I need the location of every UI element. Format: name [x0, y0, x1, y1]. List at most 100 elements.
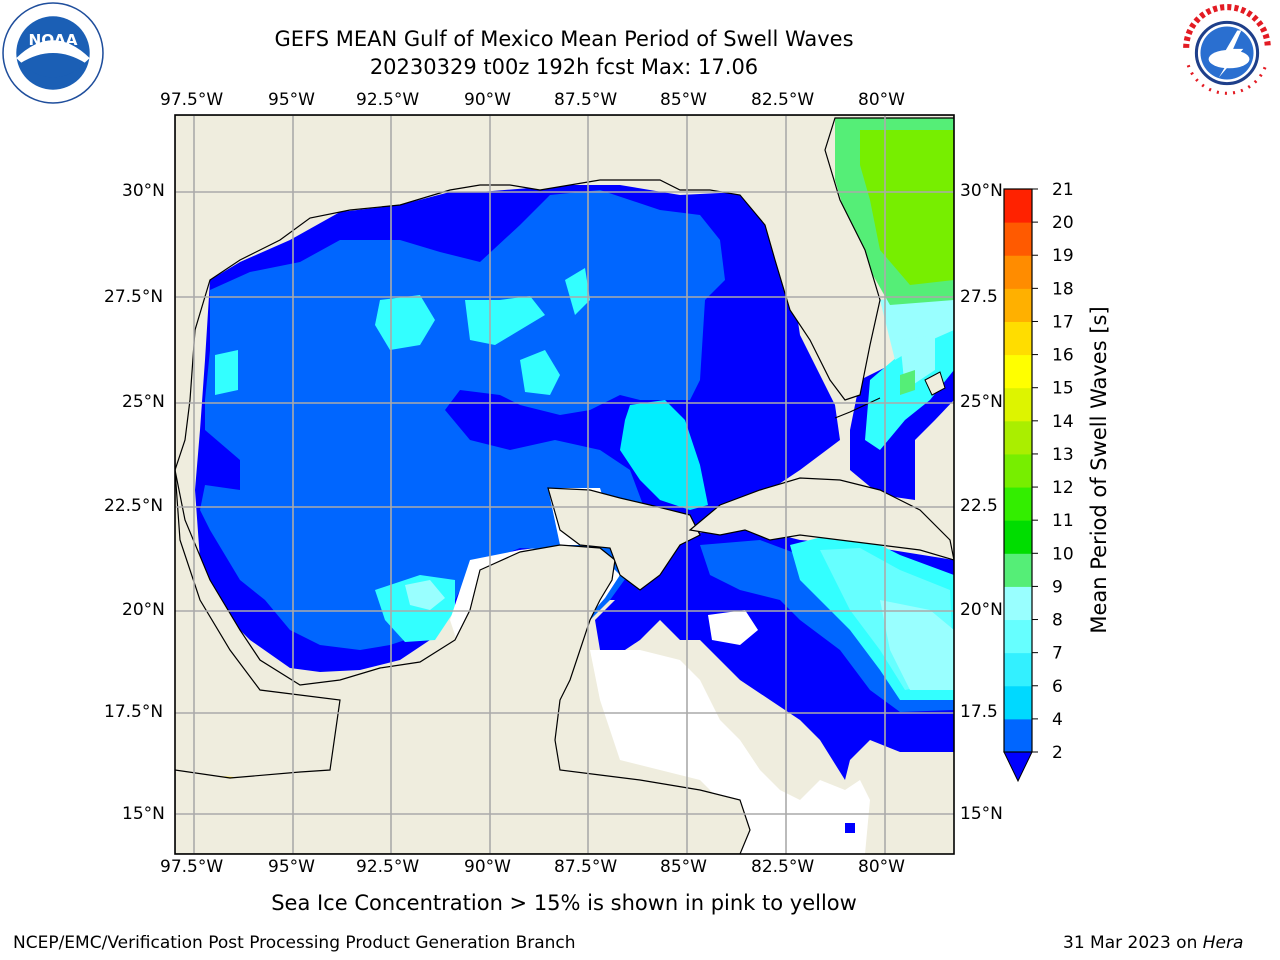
colorbar-tick-label: 8: [1052, 611, 1063, 631]
gulf-swell-band-6s-texas: [215, 350, 238, 395]
land-mexico: [175, 469, 751, 854]
noaa-logo-text: NOAA: [28, 31, 77, 49]
colorbar-block: [1004, 354, 1032, 389]
caribbean-swell-band-8s: [880, 600, 954, 690]
colorbar-tick-label: 2: [1052, 743, 1063, 763]
lon-label-bottom: 85°W: [660, 857, 707, 877]
colorbar-tick-label: 17: [1052, 312, 1074, 332]
gulf-swell-band-6s-north: [465, 296, 545, 345]
colorbar-block: [1004, 255, 1032, 289]
gulf-swell-band-6s-west: [375, 295, 435, 350]
lon-label-top: 90°W: [464, 90, 511, 110]
lat-label-right: 22.5: [960, 496, 998, 516]
atlantic-swell-band-10s-small: [900, 370, 915, 395]
colorbar-block: [1004, 487, 1032, 521]
colorbar-block: [1004, 553, 1032, 587]
colorbar-block: [1004, 189, 1032, 223]
atlantic-swell-band-8s: [880, 290, 954, 360]
lon-label-top: 97.5°W: [160, 90, 224, 110]
colorbar-tick-label: 12: [1052, 478, 1074, 498]
colorbar-block: [1004, 586, 1032, 621]
colorbar-under-triangle: [1003, 751, 1033, 783]
lat-label-right: 27.5: [960, 287, 998, 307]
lat-label-right: 30°N: [960, 181, 1003, 201]
lon-label-bottom: 95°W: [268, 857, 315, 877]
colorbar-tick-label: 10: [1052, 544, 1074, 564]
colorbar-block: [1004, 387, 1032, 422]
caribbean-nodata-2: [708, 610, 758, 645]
colorbar-label: Mean Period of Swell Waves [s]: [1087, 306, 1111, 633]
colorbar-block: [1004, 222, 1032, 256]
chart-subtitle: 20230329 t00z 192h fcst Max: 17.06: [369, 55, 759, 79]
lon-label-top: 85°W: [660, 90, 707, 110]
caribbean-point: [845, 823, 855, 833]
lat-label-left: 25°N: [122, 392, 165, 412]
colorbar-block: [1004, 652, 1032, 687]
colorbar-tick-label: 21: [1052, 180, 1074, 200]
colorbar-tick-label: 19: [1052, 246, 1074, 266]
colorbar-tick-label: 14: [1052, 412, 1074, 432]
gulf-swell-band-6s-mid: [565, 268, 590, 315]
colorbar-tick-label: 13: [1052, 445, 1074, 465]
sea-ice-note: Sea Ice Concentration > 15% is shown in …: [271, 891, 857, 915]
colorbar-tick-label: 16: [1052, 346, 1074, 366]
lon-label-top: 95°W: [268, 90, 315, 110]
lat-label-right: 20°N: [960, 600, 1003, 620]
caribbean-nodata: [590, 650, 870, 854]
colorbar-block: [1004, 685, 1032, 720]
colorbar-block: [1004, 420, 1032, 455]
noaa-logo: NOAA: [2, 2, 104, 104]
lon-label-bottom: 80°W: [858, 857, 905, 877]
atlantic-swell-band-12s: [860, 130, 954, 285]
colorbar-tick-label: 15: [1052, 379, 1074, 399]
colorbar-blocks: [1004, 189, 1032, 753]
land-yucatan: [547, 487, 701, 591]
lat-label-left: 30°N: [122, 181, 165, 201]
colorbar-tick-label: 20: [1052, 213, 1074, 233]
lat-label-right: 17.5: [960, 702, 998, 722]
colorbar-block: [1004, 288, 1032, 322]
colorbar-ticks: 2 4 6 7 8 9 10 11 12 13 14 15 16 17 18 19 20 21: [1032, 180, 1074, 763]
colorbar-tick-label: 9: [1052, 577, 1063, 597]
lon-label-bottom: 87.5°W: [554, 857, 618, 877]
lat-label-left: 17.5°N: [104, 702, 164, 722]
land-florida-keys: [834, 397, 881, 419]
land-us-gulf-coast: [175, 115, 954, 471]
chart-title: GEFS MEAN Gulf of Mexico Mean Period of …: [274, 27, 854, 51]
gulf-swell-band-6s-central: [520, 350, 560, 395]
lon-label-bottom: 97.5°W: [160, 857, 224, 877]
colorbar-block: [1004, 718, 1032, 753]
lat-label-right: 15°N: [960, 804, 1003, 824]
map-gridlines: [175, 115, 954, 854]
footer-host: Hera: [1202, 933, 1244, 953]
lon-label-top: 87.5°W: [554, 90, 618, 110]
colorbar-tick-label: 7: [1052, 644, 1063, 664]
lat-label-right: 25°N: [960, 392, 1003, 412]
colorbar-tick-label: 18: [1052, 279, 1074, 299]
colorbar-tick-label: 6: [1052, 677, 1063, 697]
colorbar-tick-label: 4: [1052, 710, 1063, 730]
colorbar-block: [1004, 453, 1032, 488]
colorbar-tick-label: 11: [1052, 511, 1074, 531]
lat-label-left: 27.5°N: [104, 287, 164, 307]
colorbar-block: [1004, 321, 1032, 356]
gulf-swell-band-6s-east: [620, 400, 708, 510]
lat-label-left: 20°N: [122, 600, 165, 620]
lon-label-top: 92.5°W: [356, 90, 420, 110]
lon-label-bottom: 82.5°W: [751, 857, 815, 877]
nws-logo: [1177, 3, 1277, 103]
colorbar-block: [1004, 619, 1032, 654]
map-frame: [174, 114, 955, 855]
lat-label-left: 15°N: [122, 804, 165, 824]
lon-label-bottom: 92.5°W: [356, 857, 420, 877]
gulf-swell-band-7s: [405, 580, 445, 610]
colorbar-frame: [1003, 188, 1033, 753]
lon-label-top: 82.5°W: [751, 90, 815, 110]
lat-label-left: 22.5°N: [104, 496, 164, 516]
lon-label-bottom: 90°W: [464, 857, 511, 877]
land-bahamas: [924, 371, 946, 396]
footer-date-text: 31 Mar 2023 on: [1063, 933, 1203, 953]
colorbar-block: [1004, 520, 1032, 554]
